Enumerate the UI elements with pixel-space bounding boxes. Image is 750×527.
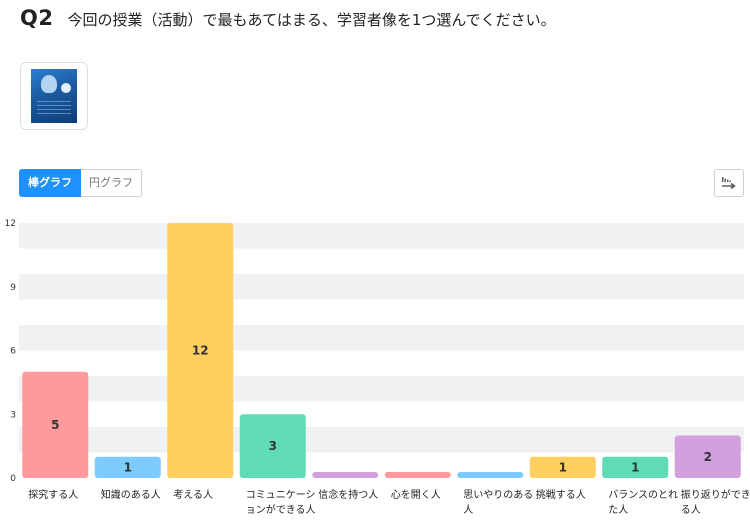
question-header: Q2 今回の授業（活動）で最もあてはまる、学習者像を1つ選んでください。	[20, 6, 556, 34]
category-label: 思いやりのある人	[463, 489, 533, 516]
bar-value-label: 3	[269, 439, 277, 453]
bar	[312, 472, 379, 478]
category-label: 信念を持つ人	[318, 488, 378, 501]
bar	[602, 456, 669, 478]
bar	[22, 371, 89, 478]
export-arrow-icon	[722, 177, 736, 190]
bar-value-label: 2	[704, 450, 712, 464]
question-text: 今回の授業（活動）で最もあてはまる、学習者像を1つ選んでください。	[67, 11, 556, 29]
chart-type-toggle: 棒グラフ 円グラフ	[19, 169, 142, 197]
badge-icon	[61, 83, 71, 93]
bar	[239, 414, 306, 478]
question-number: Q2	[20, 6, 54, 30]
y-tick-label: 3	[10, 410, 16, 420]
y-tick-label: 12	[5, 219, 16, 229]
bar-chart-tab[interactable]: 棒グラフ	[19, 169, 81, 197]
category-label: 挑戦する人	[536, 488, 586, 501]
bar	[457, 472, 524, 478]
y-axis-ticks: 0 3 6 9 12	[5, 219, 17, 484]
export-button[interactable]	[714, 169, 744, 197]
category-label: バランスのとれた人	[608, 489, 678, 516]
poster-image	[31, 69, 77, 123]
bar-value-label: 12	[192, 344, 209, 358]
category-label: コミュニケーションができる人	[246, 489, 316, 516]
grid-band	[19, 274, 744, 300]
bar-value-label: 1	[559, 460, 567, 474]
grid-bands	[19, 223, 744, 453]
category-label: 考える人	[173, 489, 213, 501]
grid-band	[19, 223, 744, 249]
bar	[384, 472, 451, 478]
bar	[674, 435, 741, 478]
bar	[529, 456, 596, 478]
category-label: 振り返りができる人	[681, 488, 750, 516]
bar-value-label: 5	[51, 418, 59, 432]
category-label: 知識のある人	[101, 488, 161, 501]
question-image-thumbnail[interactable]	[20, 62, 88, 130]
y-tick-label: 0	[10, 474, 16, 484]
y-tick-label: 9	[10, 283, 16, 293]
category-label: 探究する人	[28, 488, 78, 501]
grid-band	[19, 376, 744, 402]
y-tick-label: 6	[10, 347, 16, 357]
category-label: 心を開く人	[391, 489, 441, 501]
grid-band	[19, 325, 744, 351]
bar-value-label: 1	[124, 460, 132, 474]
pie-chart-tab[interactable]: 円グラフ	[81, 169, 142, 197]
bar	[167, 223, 234, 478]
bar-value-label: 1	[631, 460, 639, 474]
grid-band	[19, 427, 744, 453]
bar	[94, 456, 161, 478]
